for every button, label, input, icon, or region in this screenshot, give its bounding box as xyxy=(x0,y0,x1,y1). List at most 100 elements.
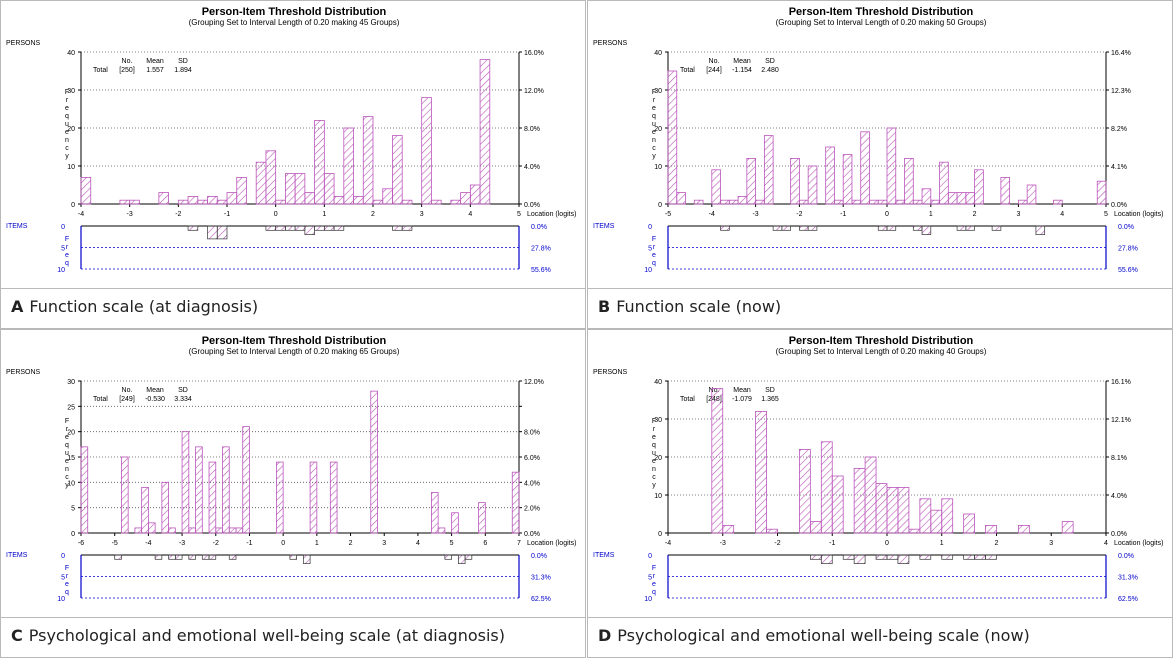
y-axis-letter: e xyxy=(652,458,656,465)
item-bar xyxy=(216,225,228,240)
chart-subtitle: (Grouping Set to Interval Length of 0.20… xyxy=(776,347,987,356)
person-bar xyxy=(941,498,954,534)
x-tick-label: -3 xyxy=(720,540,726,547)
items-y2-tick-label: 55.6% xyxy=(531,267,551,274)
person-bar xyxy=(323,173,335,205)
y2-tick-label: 2.0% xyxy=(524,506,540,513)
chart-d: Person-Item Threshold Distribution(Group… xyxy=(593,335,1163,603)
caption-b: B Function scale (now) xyxy=(598,297,781,316)
item-bar xyxy=(974,554,986,560)
x-tick-label: 2 xyxy=(995,540,999,547)
stats-no: [244] xyxy=(706,67,722,74)
person-bar xyxy=(134,527,143,534)
persons-label: PERSONS xyxy=(6,40,41,47)
person-bar xyxy=(450,199,462,205)
person-bar xyxy=(1061,521,1074,534)
person-bar xyxy=(853,467,866,534)
person-bar xyxy=(333,195,345,205)
person-bar xyxy=(974,169,984,205)
y-tick-label: 40 xyxy=(654,379,662,386)
person-bar xyxy=(276,461,284,534)
person-bar xyxy=(755,411,767,534)
item-bar xyxy=(304,225,315,235)
x-tick-label: 2 xyxy=(371,211,375,218)
item-bar xyxy=(401,225,413,231)
y-tick-label: 25 xyxy=(67,404,75,411)
y-axis-letter: q xyxy=(65,442,69,449)
person-bar xyxy=(437,527,446,534)
items-y-tick-label: 5 xyxy=(648,246,652,253)
x-tick-label: -3 xyxy=(127,211,133,218)
y-tick-label: 20 xyxy=(654,455,662,462)
items-y-letter: q xyxy=(65,260,69,267)
person-bar xyxy=(676,192,686,205)
stats-header: No. xyxy=(709,58,720,65)
items-y2-tick-label: 62.5% xyxy=(1118,596,1138,603)
stats-sd: 1.365 xyxy=(761,396,779,403)
person-bar xyxy=(158,192,170,205)
stats-sd: 3.334 xyxy=(174,396,192,403)
item-bar xyxy=(963,554,975,560)
person-bar xyxy=(711,388,724,534)
person-bar xyxy=(382,188,393,205)
y-axis-letter: e xyxy=(65,458,69,465)
item-bar xyxy=(114,554,122,560)
person-bar xyxy=(766,528,778,534)
x-tick-label: -1 xyxy=(246,540,252,547)
y-axis-letter: c xyxy=(65,145,69,152)
items-y-letter: F xyxy=(652,236,656,243)
y2-tick-label: 4.1% xyxy=(1111,164,1127,171)
person-bar xyxy=(181,431,190,534)
items-y2-tick-label: 62.5% xyxy=(531,596,551,603)
person-bar xyxy=(1026,184,1037,205)
x-tick-label: -1 xyxy=(829,540,835,547)
caption-c: C Psychological and emotional well-being … xyxy=(11,626,505,645)
person-bar xyxy=(921,188,932,205)
y-axis-letter: e xyxy=(65,105,69,112)
item-bar xyxy=(228,554,237,560)
person-bar xyxy=(790,157,800,205)
person-bar xyxy=(119,199,131,205)
x-tick-label: 2 xyxy=(973,211,977,218)
person-bar xyxy=(242,426,250,534)
item-bar xyxy=(810,554,822,560)
person-bar xyxy=(177,199,189,205)
x-tick-label: 7 xyxy=(517,540,521,547)
item-bar xyxy=(886,225,897,231)
person-bar xyxy=(207,195,218,205)
item-bar xyxy=(333,225,345,231)
person-bar xyxy=(755,199,765,205)
y-tick-label: 30 xyxy=(654,417,662,424)
chart-a: Person-Item Threshold Distribution(Group… xyxy=(6,6,576,274)
person-bar xyxy=(451,512,459,534)
person-bar xyxy=(912,199,923,205)
x-tick-label: 2 xyxy=(349,540,353,547)
person-bar xyxy=(362,116,374,205)
chart-subtitle: (Grouping Set to Interval Length of 0.20… xyxy=(189,18,400,27)
x-tick-label: 1 xyxy=(315,540,319,547)
item-bar xyxy=(853,554,866,564)
items-y-letter: e xyxy=(652,581,656,588)
stats-sd: 2.480 xyxy=(761,67,779,74)
panel-c: Person-Item Threshold Distribution (Group… xyxy=(0,329,586,658)
x-axis-label: Location (logits) xyxy=(1114,540,1163,547)
person-bar xyxy=(401,199,413,205)
y2-tick-label: 8.2% xyxy=(1111,126,1127,133)
panel-letter: D xyxy=(598,626,612,645)
y2-tick-label: 0.0% xyxy=(1111,531,1127,538)
x-tick-label: 3 xyxy=(382,540,386,547)
item-bar xyxy=(174,554,183,560)
items-y2-tick-label: 27.8% xyxy=(531,246,551,253)
person-bar xyxy=(187,195,199,205)
chart-title: Person-Item Threshold Distribution xyxy=(789,6,974,18)
items-y-letter: F xyxy=(652,565,656,572)
items-y-tick-label: 0 xyxy=(61,224,65,231)
items-y-tick-label: 0 xyxy=(648,553,652,560)
x-tick-label: -1 xyxy=(840,211,846,218)
item-bar xyxy=(965,225,975,231)
person-bar xyxy=(216,199,228,205)
person-bar xyxy=(478,502,486,534)
y-tick-label: 0 xyxy=(71,531,75,538)
person-bar xyxy=(1017,199,1028,205)
person-bar xyxy=(430,492,439,534)
